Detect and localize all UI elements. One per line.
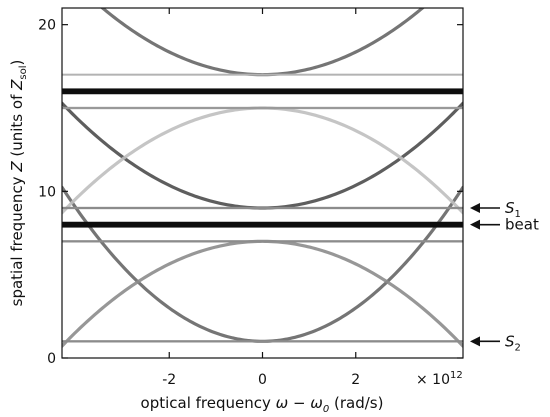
band-6	[62, 340, 463, 343]
x-axis-label-symbol: ω − ω	[276, 394, 323, 412]
y-axis-label-units-open: (units of	[8, 90, 26, 162]
annotation-symbol-2: S	[505, 332, 515, 350]
band-5	[62, 73, 463, 76]
annotation-label-1: beat	[505, 216, 539, 234]
y-axis-label-symbol: Z	[8, 161, 26, 173]
x-tick-label-1: 0	[258, 372, 267, 388]
annotation-arrow-head-0	[470, 203, 480, 213]
y-tick-label-2: 20	[38, 18, 56, 34]
x-axis-multiplier: × 1012	[416, 370, 463, 388]
annotation-label-2: S2	[505, 332, 521, 353]
plot-background	[62, 8, 463, 358]
annotation-arrow-head-2	[470, 336, 480, 347]
plot-area	[62, 8, 463, 348]
x-tick-label-0: -2	[162, 372, 176, 388]
y-axis-label-prefix: spatial frequency	[8, 172, 26, 307]
band-1	[62, 221, 463, 228]
y-axis-label: spatial frequency Z (units of Zsol)	[8, 60, 29, 307]
band-3	[62, 240, 463, 243]
annotation-arrow-head-1	[470, 219, 480, 230]
x-axis-label-units: (rad/s)	[329, 394, 383, 412]
annotation-sub-0: 1	[515, 209, 521, 220]
annotation-sub-2: 2	[515, 342, 521, 353]
x-multiplier-exponent: 12	[450, 370, 463, 381]
band-0	[62, 88, 463, 95]
band-2	[62, 206, 463, 210]
annotation-label-0: S1	[505, 199, 521, 220]
x-axis-label-sub: 0	[323, 404, 329, 415]
y-axis-label-units-close: )	[8, 60, 26, 66]
x-axis-label: optical frequency ω − ω0 (rad/s)	[141, 394, 384, 415]
band-4	[62, 106, 463, 110]
x-tick-label-2: 2	[351, 372, 360, 388]
y-tick-label-1: 10	[38, 184, 56, 200]
annotation-symbol-0: S	[505, 199, 515, 217]
y-tick-label-0: 0	[47, 351, 56, 367]
y-axis-label-units-symbol: Z	[8, 79, 26, 91]
x-multiplier-base: × 10	[416, 372, 450, 388]
x-axis-label-prefix: optical frequency	[141, 394, 276, 412]
y-axis-label-units-sub: sol	[18, 65, 29, 79]
